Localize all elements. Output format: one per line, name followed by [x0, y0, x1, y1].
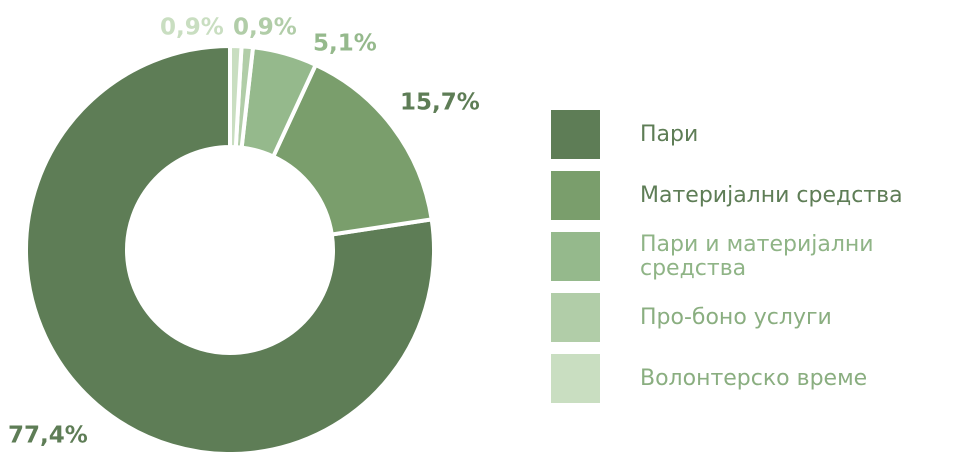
legend-swatch	[551, 293, 600, 342]
legend-swatch	[551, 354, 600, 403]
legend-label: Пари	[640, 121, 699, 147]
legend-label: Волонтерско време	[640, 365, 868, 391]
value-label: 15,7%	[400, 90, 480, 116]
value-label: 0,9%	[160, 15, 224, 41]
value-label: 77,4%	[8, 423, 88, 449]
value-label: 5,1%	[313, 31, 377, 57]
legend-label: Пари и материјални средства	[640, 231, 874, 281]
donut-slice	[24, 43, 436, 452]
donut-slice	[228, 43, 244, 150]
legend-swatch	[551, 232, 600, 281]
legend-label: Материјални средства	[640, 182, 903, 208]
legend-label: Про-боно услуги	[640, 304, 832, 330]
value-label: 0,9%	[233, 15, 297, 41]
legend-swatch	[551, 171, 600, 220]
legend-swatch	[551, 110, 600, 159]
